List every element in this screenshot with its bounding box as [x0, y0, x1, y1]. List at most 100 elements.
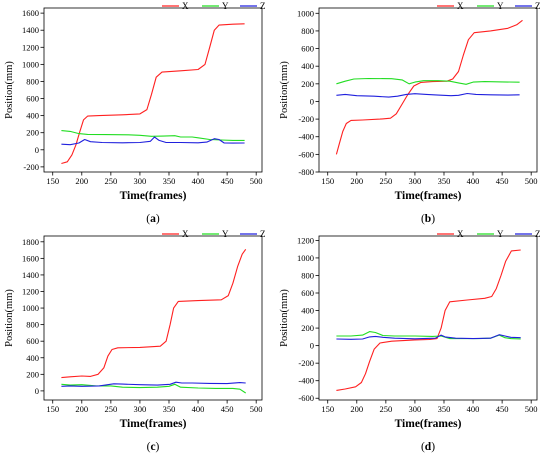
y-tick-label: 600: [26, 94, 39, 104]
panel-label: (a): [146, 213, 160, 225]
x-tick-label: 350: [438, 176, 451, 186]
y-tick-label: -600: [298, 149, 314, 159]
y-tick-label: 600: [26, 336, 39, 346]
x-axis-title: Time(frames): [120, 418, 187, 430]
panel-label: (c): [147, 441, 160, 453]
y-tick-label: 800: [26, 320, 39, 330]
series-line-y: [61, 383, 247, 394]
y-tick-label: 1000: [297, 253, 314, 263]
y-tick-label: 1000: [297, 8, 314, 18]
series-line-y: [61, 130, 245, 141]
x-tick-label: 400: [467, 176, 480, 186]
y-tick-label: 800: [26, 76, 39, 86]
x-tick-label: 200: [75, 404, 88, 414]
chart-panel-c: 150 200 250 300 350 400 450 500 0 200 400 600 800 100…: [0, 228, 275, 456]
x-tick-label: 400: [192, 176, 205, 186]
legend-label-z: Z: [535, 1, 541, 11]
series-line-z: [61, 136, 245, 146]
x-tick-label: 450: [496, 176, 509, 186]
series-line-y: [336, 331, 521, 340]
x-tick-label: 450: [496, 404, 509, 414]
panel-letter: b: [425, 213, 431, 225]
y-tick-label: 600: [301, 288, 314, 298]
y-tick-label: 200: [26, 369, 39, 379]
series-line-x: [336, 249, 521, 391]
x-tick-label: 350: [163, 176, 176, 186]
series-line-x: [335, 19, 523, 155]
panel-letter: d: [425, 441, 432, 453]
x-axis-title: Time(frames): [120, 190, 187, 202]
y-tick-label: 1200: [22, 42, 39, 52]
legend-label-x: X: [182, 229, 189, 239]
series-line-z: [61, 381, 246, 387]
chart-c-svg: 150 200 250 300 350 400 450 500 0 200 400 600 800 100…: [4, 229, 266, 453]
y-tick-label: -600: [298, 393, 314, 403]
legend-label-x: X: [457, 1, 464, 11]
x-tick-label: 300: [134, 176, 147, 186]
y-tick-label: -200: [23, 162, 39, 172]
x-tick-label: 350: [163, 404, 176, 414]
x-tick-label: 150: [46, 176, 59, 186]
y-tick-label: 1400: [22, 270, 39, 280]
series-line-y: [336, 77, 520, 85]
legend-label-z: Z: [535, 229, 541, 239]
x-tick-label: 300: [409, 404, 422, 414]
panel-letter: a: [150, 213, 156, 225]
y-tick-label: 200: [301, 323, 314, 333]
y-tick-label: -200: [298, 358, 314, 368]
x-tick-label: 450: [221, 404, 234, 414]
chart-b-svg: 150 200 250 300 350 400 450 500 -800 -600 -400 -200…: [279, 1, 541, 225]
x-axis-title: Time(frames): [395, 190, 462, 202]
x-tick-label: 500: [250, 404, 263, 414]
legend-label-z: Z: [260, 1, 266, 11]
x-tick-label: 300: [134, 404, 147, 414]
chart-panel-d: 150 200 250 300 350 400 450 500 -600 -400 -200 0 200…: [275, 228, 550, 456]
plot-frame: [43, 7, 263, 173]
y-axis-title: Position(mm): [4, 289, 15, 347]
x-tick-label: 250: [379, 404, 392, 414]
x-tick-label: 200: [75, 176, 88, 186]
legend-label-y: Y: [222, 229, 229, 239]
y-tick-label: 800: [301, 270, 314, 280]
x-tick-label: 350: [438, 404, 451, 414]
y-tick-label: 1400: [22, 25, 39, 35]
x-tick-label: 150: [46, 404, 59, 414]
x-tick-label: 150: [321, 404, 334, 414]
x-tick-label: 200: [350, 176, 363, 186]
legend-label-y: Y: [497, 229, 504, 239]
series-line-x: [61, 23, 245, 165]
legend-label-x: X: [457, 229, 464, 239]
y-tick-label: 600: [301, 44, 314, 54]
y-tick-label: 1200: [22, 286, 39, 296]
legend-label-x: X: [182, 1, 189, 11]
x-tick-label: 250: [379, 176, 392, 186]
chart-panel-a: 150 200 250 300 350 400 450 500 -200 0 200 400 600 80…: [0, 0, 275, 228]
x-tick-label: 400: [467, 404, 480, 414]
chart-a-svg: 150 200 250 300 350 400 450 500 -200 0 200 400 600 80…: [4, 1, 266, 225]
panel-letter: c: [150, 441, 155, 453]
x-tick-label: 200: [350, 404, 363, 414]
y-tick-label: 400: [301, 61, 314, 71]
series-line-x: [61, 248, 247, 379]
y-tick-label: 1200: [297, 235, 314, 245]
y-tick-label: 400: [26, 353, 39, 363]
y-axis-title: Position(mm): [279, 61, 290, 119]
y-tick-label: 0: [310, 341, 314, 351]
plot-frame: [318, 235, 538, 401]
y-tick-label: 0: [310, 96, 314, 106]
y-tick-label: 800: [301, 26, 314, 36]
y-tick-label: 1600: [22, 8, 39, 18]
y-axis-title: Position(mm): [4, 61, 15, 119]
y-tick-label: -200: [298, 114, 314, 124]
y-tick-label: 200: [301, 79, 314, 89]
y-tick-label: -800: [298, 167, 314, 177]
panel-label: (d): [421, 441, 435, 453]
y-tick-label: -400: [298, 376, 314, 386]
legend-label-y: Y: [222, 1, 229, 11]
panel-label: (b): [421, 213, 435, 225]
y-tick-label: 1000: [22, 59, 39, 69]
x-axis-title: Time(frames): [395, 418, 462, 430]
series-line-z: [336, 92, 520, 98]
x-tick-label: 500: [525, 404, 538, 414]
plot-frame: [43, 235, 263, 401]
